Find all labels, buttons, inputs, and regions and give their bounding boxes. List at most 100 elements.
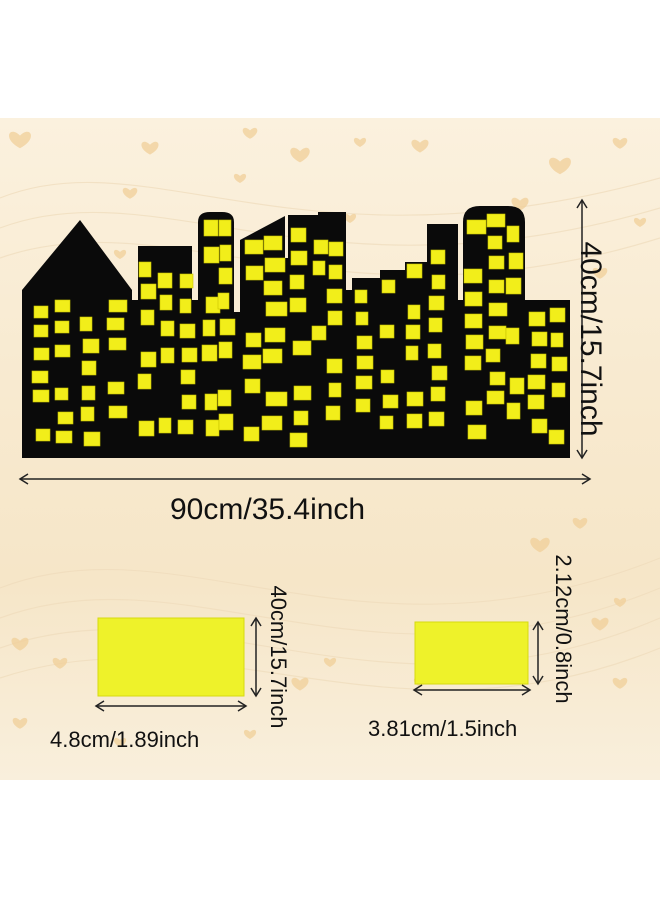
window [464,313,483,329]
window [140,309,155,326]
window [531,418,548,434]
window [108,299,128,313]
window [263,280,283,296]
heart-icon [12,717,28,729]
heart-icon [343,213,357,223]
window [489,371,506,386]
window [31,370,49,384]
window [549,307,566,323]
heart-icon [591,617,609,631]
window [265,391,288,407]
window [428,317,443,333]
window [202,319,216,337]
heart-icon [122,187,138,199]
window [82,338,100,354]
window [485,348,501,363]
window [160,347,175,364]
window [54,299,71,313]
rect2-height-label: 2.12cm/0.8inch [551,554,576,704]
window [356,355,374,370]
window [430,249,446,265]
window [430,386,446,402]
window [293,385,312,401]
window [32,389,50,403]
window [405,324,421,340]
heart-icon [242,127,258,139]
window [505,327,520,345]
window [311,325,327,341]
window [179,298,192,314]
rectangle-sample-small [414,621,529,685]
window [431,274,446,290]
window [79,316,93,332]
window [137,373,152,390]
window [262,348,283,364]
window [355,311,369,326]
window [325,405,341,421]
window [328,241,344,257]
window [159,294,173,311]
heart-icon [549,157,571,175]
heart-icon [141,141,159,155]
window [108,337,127,351]
heart-icon [612,677,628,689]
window [487,235,503,250]
window [355,375,373,390]
window [405,345,419,361]
window [356,335,373,350]
heart-icon [113,249,127,259]
window [217,389,232,407]
overall-width-label: 90cm/35.4inch [170,493,366,526]
heart-icon [613,597,627,607]
window [379,324,395,339]
window [380,369,395,384]
window [486,213,506,228]
window [179,273,194,289]
window [486,390,505,405]
window [263,235,283,251]
window [293,410,309,426]
window [219,318,236,336]
heart-icon [323,657,337,667]
window [466,219,487,235]
window [354,289,368,304]
window [201,344,218,362]
window [204,393,218,411]
window [33,324,49,338]
window [264,327,286,343]
window [57,411,74,425]
window [33,347,50,361]
window [80,406,95,422]
window [488,325,507,340]
window [158,417,172,434]
window [203,246,220,264]
window [55,430,73,444]
window [54,344,71,358]
window [292,340,312,356]
window [551,356,568,372]
window [140,351,157,368]
window [289,297,307,313]
window [108,405,128,419]
window [428,295,445,311]
window [467,424,487,440]
window [289,432,308,448]
window [290,250,308,266]
rect1-width-label: 4.8cm/1.89inch [50,727,200,752]
window [265,301,288,317]
window [203,219,219,237]
window [382,394,399,409]
window [465,334,484,350]
window [328,382,342,398]
window [488,302,508,317]
window [35,428,51,442]
window [528,311,546,327]
rect1-height-label: 40cm/15.7inch [266,585,291,729]
window [290,227,307,243]
window [218,267,233,285]
heart-icon [353,137,367,147]
window [508,252,524,270]
heart-icon [633,217,647,227]
window [379,415,394,430]
window [506,402,521,420]
